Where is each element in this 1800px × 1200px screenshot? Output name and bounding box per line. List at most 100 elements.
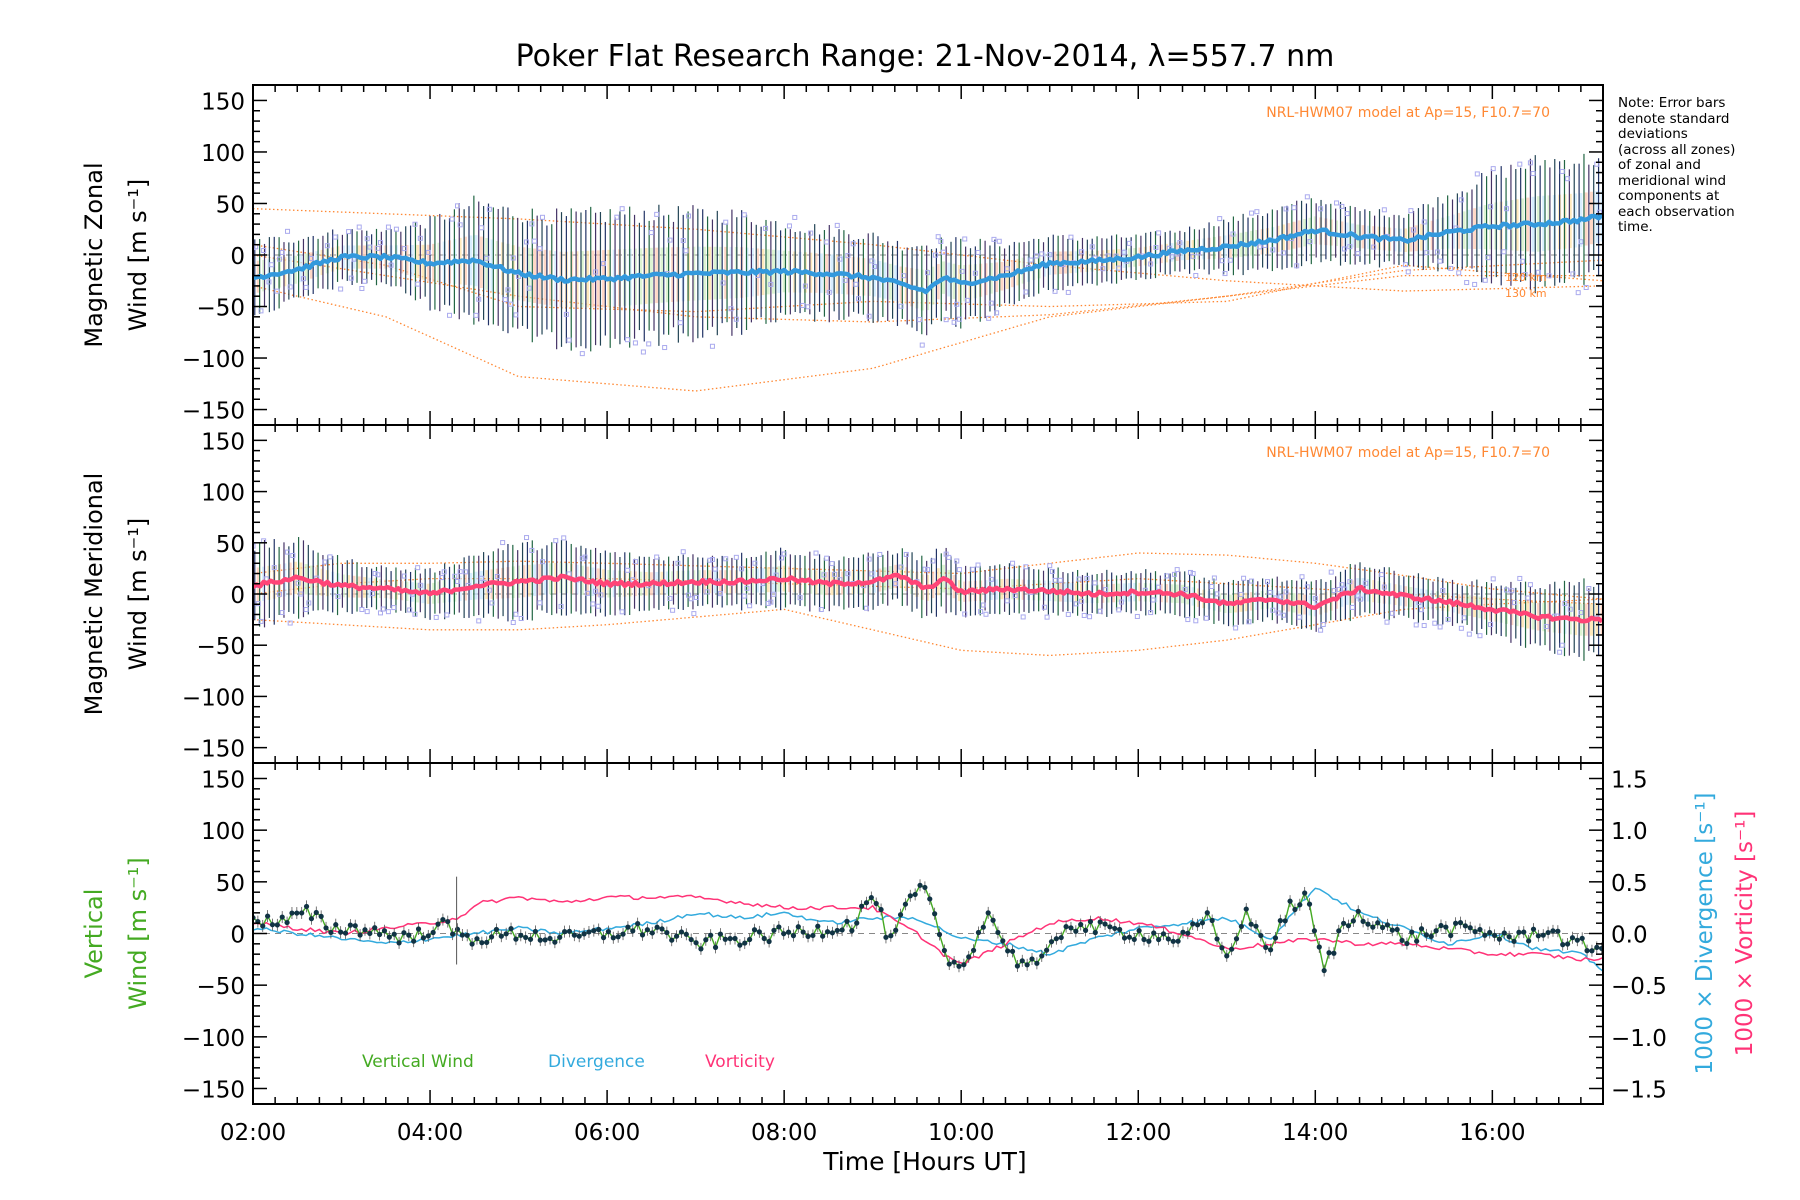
zone-sample (688, 596, 694, 602)
zone-sample (919, 342, 925, 348)
zone-sample (691, 611, 697, 617)
zone-sample (720, 280, 726, 286)
x-tick-label: 14:00 (1282, 1120, 1348, 1146)
vertical-wind-point (844, 918, 850, 924)
zone-sample (1280, 612, 1286, 618)
zone-sample (632, 340, 638, 346)
vertical-wind-point (664, 929, 670, 936)
y-axis-label: Wind [m s⁻¹] (124, 857, 152, 1009)
zone-sample (845, 571, 851, 577)
vertical-wind-point (1180, 929, 1186, 935)
vertical-wind-point (1141, 936, 1147, 943)
zone-sample (933, 252, 939, 258)
vertical-wind-point (303, 903, 310, 910)
vertical-wind-point (488, 934, 495, 940)
vertical-wind-point (406, 932, 412, 938)
vertical-wind-point (581, 931, 587, 937)
zone-sample (324, 243, 330, 249)
zone-sample (1033, 253, 1039, 259)
zone-sample (1177, 240, 1183, 246)
vertical-wind-point (683, 931, 689, 937)
vertical-wind-point (367, 930, 373, 937)
zone-sample (680, 238, 686, 244)
vertical-wind-point (547, 935, 553, 942)
zone-sample (1153, 244, 1159, 250)
vertical-wind-point (1487, 929, 1493, 936)
zone-sample (1384, 619, 1390, 625)
zone-sample (733, 316, 739, 322)
zone-sample (1357, 596, 1363, 602)
zone-sample (415, 281, 421, 287)
vertical-wind-point (1302, 890, 1308, 896)
vertical-wind-point (897, 912, 904, 918)
vertical-wind-point (435, 921, 441, 927)
vertical-wind-point (479, 940, 485, 946)
zone-sample (558, 603, 564, 609)
zone-sample (667, 237, 673, 243)
zone-sample (1164, 573, 1170, 579)
zone-sample (526, 285, 532, 291)
legend-vertical-wind: Vertical Wind (362, 1052, 474, 1072)
zone-sample (391, 605, 397, 611)
zone-sample (585, 590, 591, 596)
zone-sample (763, 225, 769, 231)
vertical-wind-point (790, 933, 797, 939)
vertical-wind-point (810, 932, 816, 939)
zone-sample (510, 619, 516, 625)
vertical-wind-point (1097, 919, 1103, 925)
zone-sample (765, 600, 771, 606)
zone-sample (486, 587, 492, 593)
vertical-wind-point (849, 928, 855, 934)
vertical-wind-point (717, 931, 724, 937)
vertical-wind-point (936, 931, 943, 938)
zone-sample (1355, 251, 1361, 257)
vertical-wind-point (673, 933, 680, 939)
vertical-wind-point (1170, 938, 1176, 944)
vertical-wind-point (1384, 922, 1391, 928)
vertical-wind-point (1185, 930, 1191, 936)
vertical-wind-point (1389, 927, 1395, 933)
zone-sample (826, 289, 832, 295)
zone-sample (1318, 206, 1324, 212)
zone-sample (1193, 272, 1199, 278)
zone-sample (274, 288, 280, 294)
zone-sample (1249, 578, 1255, 584)
zone-sample (1081, 612, 1087, 618)
vertical-wind-point (1404, 940, 1410, 947)
vertical-wind-point (328, 929, 334, 936)
zone-sample (771, 591, 777, 597)
altitude-label: 130 km (1505, 287, 1547, 300)
vertical-wind-point (313, 909, 319, 916)
zone-sample (1474, 171, 1480, 177)
zone-sample (728, 306, 734, 312)
zone-sample (739, 566, 745, 572)
zone-sample (380, 606, 386, 612)
zone-sample (322, 559, 328, 565)
y2-tick-label: −0.5 (1611, 974, 1667, 1000)
zone-sample (1299, 574, 1305, 580)
vertical-wind-point (284, 919, 290, 926)
zone-sample (1339, 203, 1345, 209)
vertical-wind-point (1082, 927, 1089, 933)
y-tick-label: 100 (201, 819, 245, 845)
zone-sample (956, 567, 962, 573)
vertical-wind-point (532, 928, 538, 935)
mean-wind-line (253, 572, 1603, 624)
zone-sample (1461, 615, 1467, 621)
zone-sample (367, 244, 373, 250)
vertical-wind-point (1350, 918, 1356, 924)
zone-sample (1116, 265, 1122, 271)
zone-sample (539, 214, 545, 220)
zone-sample (733, 554, 739, 560)
zone-sample (1004, 598, 1010, 604)
zone-sample (1023, 564, 1029, 570)
zone-sample (359, 606, 365, 612)
zone-sample (1052, 577, 1058, 583)
zone-sample (502, 297, 508, 303)
vertical-wind-point (1496, 936, 1503, 942)
zone-sample (786, 223, 792, 229)
vertical-wind-point (1482, 932, 1488, 938)
vertical-wind-point (1224, 953, 1230, 959)
vertical-wind-point (571, 932, 577, 938)
zone-sample (970, 566, 976, 572)
